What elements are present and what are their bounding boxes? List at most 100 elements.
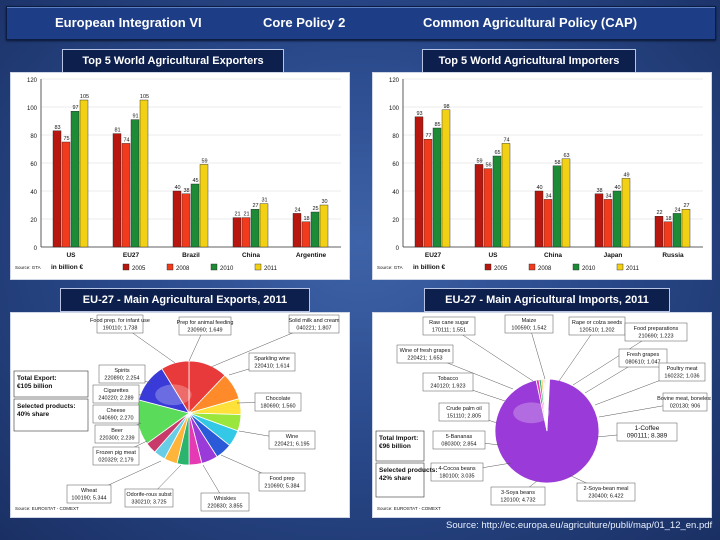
bar <box>594 193 604 248</box>
y-tick-label: 0 <box>34 246 38 252</box>
bar <box>250 208 260 248</box>
bar-value-label: 65 <box>494 150 500 156</box>
callout-box <box>124 488 174 508</box>
bar <box>423 138 433 248</box>
bar-value-label: 40 <box>614 185 620 191</box>
callout-box <box>92 404 140 424</box>
y-tick-label: 100 <box>389 106 400 112</box>
bar-value-label: 27 <box>683 203 689 209</box>
bar <box>663 221 673 248</box>
bar-value-label: 21 <box>243 212 249 218</box>
bar <box>612 190 622 248</box>
callout-text: 160232; 1.036 <box>664 374 699 380</box>
callout-text: 180100; 3.035 <box>439 474 474 480</box>
y-tick-label: 0 <box>396 246 400 252</box>
bar <box>552 165 562 248</box>
callout-box <box>438 402 490 422</box>
category-label: EU27 <box>123 252 140 259</box>
callout-text: Cheese <box>107 408 126 414</box>
callout-box <box>94 424 140 444</box>
bar-value-label: 59 <box>201 158 207 164</box>
callout-box <box>396 344 454 364</box>
bar <box>621 178 631 248</box>
callout-box <box>268 430 316 450</box>
category-label: Japan <box>604 252 623 259</box>
callout-text: 190110; 1.738 <box>103 326 138 332</box>
callout-box <box>624 322 688 342</box>
callout-text: 180690; 1.560 <box>260 404 295 410</box>
callout-text: 120510; 1.202 <box>579 328 614 334</box>
bar-value-label: 34 <box>605 193 611 199</box>
exporters-label: Top 5 World Agricultural Exporters <box>62 49 284 73</box>
summary-box <box>375 430 425 462</box>
bar-value-label: 81 <box>114 128 120 134</box>
legend-swatch <box>254 263 262 271</box>
source-note: Source: http://ec.europa.eu/agriculture/… <box>446 520 713 531</box>
summary-text: Total Export: <box>17 375 57 382</box>
callout-text: 240120; 1.923 <box>430 384 465 390</box>
callout-text: Whiskies <box>214 496 236 502</box>
bar-value-label: 83 <box>54 125 60 131</box>
pie-source-label: Source: EUROSTAT - COMEXT <box>15 506 79 511</box>
cap-title: Common Agricultural Policy (CAP) <box>423 15 638 30</box>
callout-text: 120100; 4.732 <box>500 498 535 504</box>
callout-box <box>178 316 232 336</box>
summary-text: Total Import: <box>379 435 418 442</box>
y-tick-label: 20 <box>392 218 399 224</box>
legend-swatch <box>166 263 174 271</box>
bar <box>441 109 451 248</box>
imports-pie-panel: Raw cane sugar 170111; 1.551 Maize 100590; … <box>372 312 712 518</box>
bar-value-label: 56 <box>485 163 491 169</box>
bar <box>561 158 571 248</box>
callout-text: 5-Bananas <box>446 434 473 440</box>
bar <box>603 199 613 248</box>
bar <box>681 208 691 248</box>
exports-pie-label: EU-27 - Main Agricultural Exports, 2011 <box>60 288 310 312</box>
callout-text: Raw cane sugar <box>429 320 469 326</box>
callout-text: 080610; 1.047 <box>625 360 660 366</box>
callout-box <box>432 430 486 450</box>
category-label: Brazil <box>182 252 200 259</box>
importers-chart-panel: 0 20 40 60 80 100 120 93 77 85 98 EU27 59 56 65 74 US 40 3… <box>372 72 712 280</box>
callout-text: Fresh grapes <box>627 352 660 358</box>
bar <box>70 111 80 248</box>
bar <box>199 164 209 248</box>
summary-box <box>375 462 425 498</box>
y-tick-label: 40 <box>30 190 37 196</box>
bar-value-label: 30 <box>321 199 327 205</box>
summary-text-line1: €105 billion <box>17 383 52 390</box>
legend-swatch <box>484 263 492 271</box>
callout-text: 220421; 6.195 <box>274 442 309 448</box>
category-label: US <box>488 252 498 259</box>
callout-text: 230400; 6.422 <box>588 494 623 500</box>
legend-swatch <box>616 263 624 271</box>
callout-box <box>258 472 306 492</box>
bar <box>232 217 242 248</box>
bar <box>190 183 200 248</box>
bar <box>492 155 502 248</box>
callout-text: Poultry meat <box>667 366 698 372</box>
legend-label: 2005 <box>132 266 146 272</box>
source-label: Source: GTA <box>377 265 403 270</box>
legend-label: 2011 <box>626 266 640 272</box>
bar <box>654 215 664 248</box>
bar <box>139 99 149 248</box>
y-tick-label: 60 <box>30 162 37 168</box>
bar-value-label: 25 <box>312 206 318 212</box>
bar-value-label: 22 <box>656 210 662 216</box>
bar-value-label: 34 <box>545 193 551 199</box>
legend-label: 2010 <box>220 266 234 272</box>
pie-source-label: Source: EUROSTAT - COMEXT <box>377 506 441 511</box>
bar-value-label: 105 <box>80 94 89 100</box>
callout-text: Prep for animal feeding <box>177 320 234 326</box>
callout-box <box>248 352 296 372</box>
legend-swatch <box>122 263 130 271</box>
legend-label: 2011 <box>264 266 278 272</box>
bar-value-label: 74 <box>123 137 129 143</box>
callout-text: 220300; 2.239 <box>99 436 134 442</box>
callout-text: Chocolate <box>266 396 291 402</box>
bar <box>52 130 62 248</box>
callout-text: Spirits <box>114 368 130 374</box>
exports-pie-chart: Food prep. for infant use 190110; 1.738 Pr… <box>13 314 340 512</box>
callout-text: Wine <box>286 434 299 440</box>
